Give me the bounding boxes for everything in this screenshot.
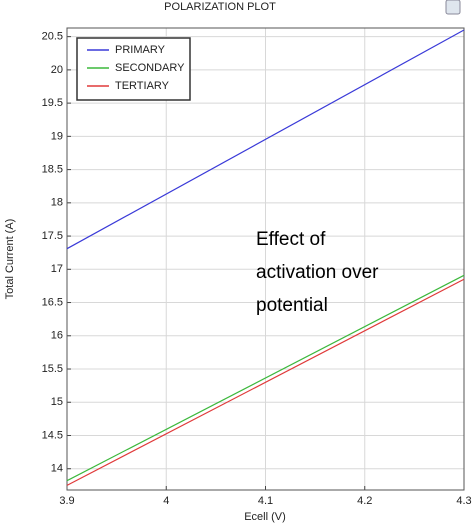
x-tick-label: 4.3 (456, 495, 471, 507)
annotation: potential (256, 295, 328, 316)
legend-label: PRIMARY (115, 44, 166, 56)
legend-label: TERTIARY (115, 80, 170, 92)
plot-frame (66, 27, 465, 491)
x-axis-label: Ecell (V) (244, 511, 286, 523)
annotation: Effect of (256, 229, 326, 250)
toolbar-icon[interactable] (445, 0, 461, 15)
legend-label: SECONDARY (115, 62, 185, 74)
annotation: activation over (256, 262, 379, 283)
y-tick-label: 18 (51, 197, 63, 209)
y-tick-label: 14.5 (42, 429, 63, 441)
chart-title: POLARIZATION PLOT (164, 1, 276, 13)
y-tick-label: 15.5 (42, 363, 63, 375)
y-tick-label: 20.5 (42, 31, 63, 43)
y-tick-label: 16.5 (42, 296, 63, 308)
y-tick-label: 15 (51, 396, 63, 408)
y-tick-label: 17 (51, 263, 63, 275)
series-line (66, 29, 465, 250)
y-tick-label: 14 (51, 463, 63, 475)
x-tick-label: 3.9 (59, 495, 74, 507)
y-tick-label: 18.5 (42, 163, 63, 175)
series-line (66, 278, 465, 486)
y-axis-label: Total Current (A) (4, 219, 16, 300)
y-tick-label: 19 (51, 130, 63, 142)
x-tick-label: 4 (163, 495, 169, 507)
x-tick-label: 4.2 (357, 495, 372, 507)
y-tick-label: 16 (51, 330, 63, 342)
y-tick-label: 19.5 (42, 97, 63, 109)
series-line (66, 274, 465, 482)
y-tick-label: 20 (51, 64, 63, 76)
y-tick-label: 17.5 (42, 230, 63, 242)
x-tick-label: 4.1 (258, 495, 273, 507)
legend-box (76, 37, 191, 101)
